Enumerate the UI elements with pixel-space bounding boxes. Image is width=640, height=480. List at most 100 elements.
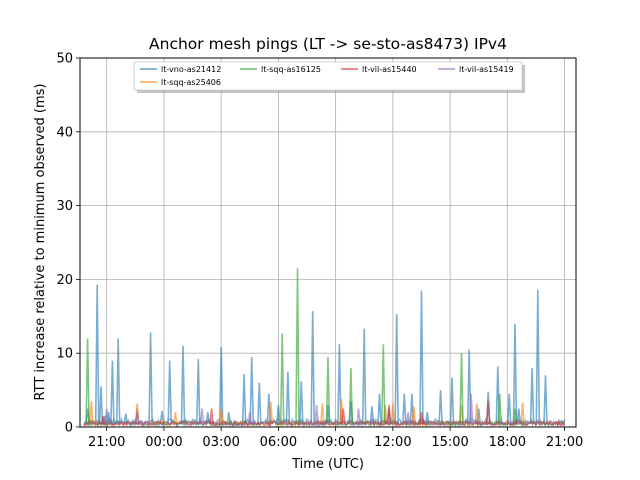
data-point-spike bbox=[520, 402, 525, 425]
data-point-spike bbox=[89, 401, 94, 425]
y-tick-label: 10 bbox=[56, 347, 73, 362]
legend-label: lt-sqq-as16125 bbox=[261, 65, 321, 74]
data-point-spike bbox=[369, 406, 375, 425]
x-axis-ticks: 21:00 00:00 03:00 06:00 09:00 12:00 15:00 18:00… bbox=[88, 427, 583, 450]
data-point-spike bbox=[110, 360, 115, 425]
data-point-spike bbox=[268, 401, 274, 425]
data-point-spike bbox=[115, 338, 121, 425]
legend-label: lt-vno-as21412 bbox=[161, 65, 221, 74]
data-point-spike bbox=[377, 393, 382, 425]
data-point-spike bbox=[173, 412, 178, 425]
x-tick-label: 12:00 bbox=[374, 435, 411, 450]
y-tick-label: 30 bbox=[56, 199, 73, 214]
data-point-spike bbox=[218, 408, 224, 425]
data-point-spike bbox=[314, 404, 319, 425]
data-point-spike bbox=[381, 344, 386, 425]
data-point-spike bbox=[285, 371, 291, 425]
data-point-spike bbox=[386, 404, 392, 425]
x-axis-label: Time (UTC) bbox=[291, 457, 364, 472]
data-point-spike bbox=[337, 344, 342, 425]
data-point-spike bbox=[205, 412, 211, 425]
y-axis-ticks: 0 10 20 30 40 50 bbox=[56, 52, 80, 436]
plot-frame bbox=[79, 57, 577, 428]
data-point-spike bbox=[295, 268, 300, 425]
series-lt-vil-as15440 bbox=[83, 401, 566, 428]
data-point-spike bbox=[419, 290, 424, 425]
data-point-spike bbox=[196, 359, 201, 425]
legend-label: lt-vil-as15440 bbox=[362, 65, 417, 74]
data-point-spike bbox=[199, 408, 205, 425]
data-point-spike bbox=[497, 393, 502, 425]
data-point-spike bbox=[276, 404, 281, 425]
legend-entry: lt-vil-as15419 bbox=[438, 65, 514, 74]
data-point-spike bbox=[512, 408, 518, 425]
data-point-spike bbox=[299, 381, 304, 425]
y-tick-label: 50 bbox=[56, 52, 73, 67]
data-point-spike bbox=[85, 338, 90, 425]
data-point-spike bbox=[402, 393, 407, 425]
data-point-spike bbox=[279, 333, 285, 425]
data-point-spike bbox=[320, 403, 325, 425]
data-point-spike bbox=[180, 345, 186, 425]
data-point-spike bbox=[104, 408, 109, 425]
legend-entry: lt-sqq-as16125 bbox=[240, 65, 321, 74]
series-lt-vil-as15419 bbox=[83, 393, 566, 428]
data-point-spike bbox=[516, 408, 522, 425]
data-point-spike bbox=[167, 360, 172, 425]
data-point-spike bbox=[474, 403, 480, 425]
data-point-spike bbox=[257, 382, 262, 425]
y-tick-label: 0 bbox=[65, 421, 73, 436]
data-point-spike bbox=[226, 412, 232, 425]
x-tick-label: 15:00 bbox=[431, 435, 468, 450]
x-tick-label: 21:00 bbox=[546, 435, 583, 450]
legend-entry: lt-vil-as15440 bbox=[341, 65, 417, 74]
data-point-spike bbox=[468, 393, 474, 425]
legend-entry: lt-vno-as21412 bbox=[140, 65, 221, 74]
data-point-spike bbox=[341, 408, 346, 425]
legend: lt-vno-as21412 lt-sqq-as25406 lt-sqq-as161… bbox=[133, 61, 525, 93]
data-point-spike bbox=[361, 328, 367, 425]
data-point-spike bbox=[241, 373, 247, 425]
data-point-spike bbox=[134, 412, 140, 425]
data-point-spike bbox=[411, 406, 417, 425]
y-axis-label: RTT increase relative to minimum observe… bbox=[33, 84, 48, 401]
legend-box bbox=[133, 61, 523, 91]
legend-label: lt-vil-as15419 bbox=[459, 65, 514, 74]
data-point-spike bbox=[310, 311, 315, 425]
legend-entry: lt-sqq-as25406 bbox=[140, 78, 221, 87]
data-point-spike bbox=[209, 408, 214, 425]
data-point-spike bbox=[506, 393, 512, 425]
data-point-spike bbox=[218, 347, 224, 425]
data-point-spike bbox=[100, 415, 106, 425]
data-point-spike bbox=[98, 386, 104, 425]
y-tick-label: 40 bbox=[56, 125, 73, 140]
x-tick-label: 09:00 bbox=[317, 435, 354, 450]
x-tick-label: 00:00 bbox=[145, 435, 182, 450]
data-point-spike bbox=[325, 356, 331, 425]
plot-lines bbox=[83, 268, 566, 428]
data-point-spike bbox=[148, 332, 153, 425]
data-point-spike bbox=[485, 401, 491, 425]
data-point-spike bbox=[348, 367, 354, 425]
data-point-spike bbox=[438, 390, 443, 425]
x-tick-label: 21:00 bbox=[88, 435, 125, 450]
x-tick-label: 03:00 bbox=[202, 435, 239, 450]
data-point-spike bbox=[94, 284, 100, 425]
chart-title: Anchor mesh pings (LT -> se-sto-as8473) … bbox=[149, 35, 507, 53]
data-point-spike bbox=[512, 323, 518, 425]
x-tick-label: 06:00 bbox=[260, 435, 297, 450]
data-point-spike bbox=[459, 353, 464, 425]
x-tick-label: 18:00 bbox=[489, 435, 526, 450]
data-point-spike bbox=[543, 375, 548, 425]
series-baseline bbox=[83, 419, 566, 428]
data-point-spike bbox=[356, 408, 361, 425]
data-point-spike bbox=[247, 412, 253, 425]
data-point-spike bbox=[405, 412, 411, 425]
series-baseline bbox=[83, 419, 566, 428]
data-point-spike bbox=[419, 412, 424, 425]
data-point-spike bbox=[123, 413, 129, 425]
data-point-spike bbox=[159, 410, 165, 425]
y-tick-label: 20 bbox=[56, 273, 73, 288]
data-point-spike bbox=[249, 356, 254, 425]
